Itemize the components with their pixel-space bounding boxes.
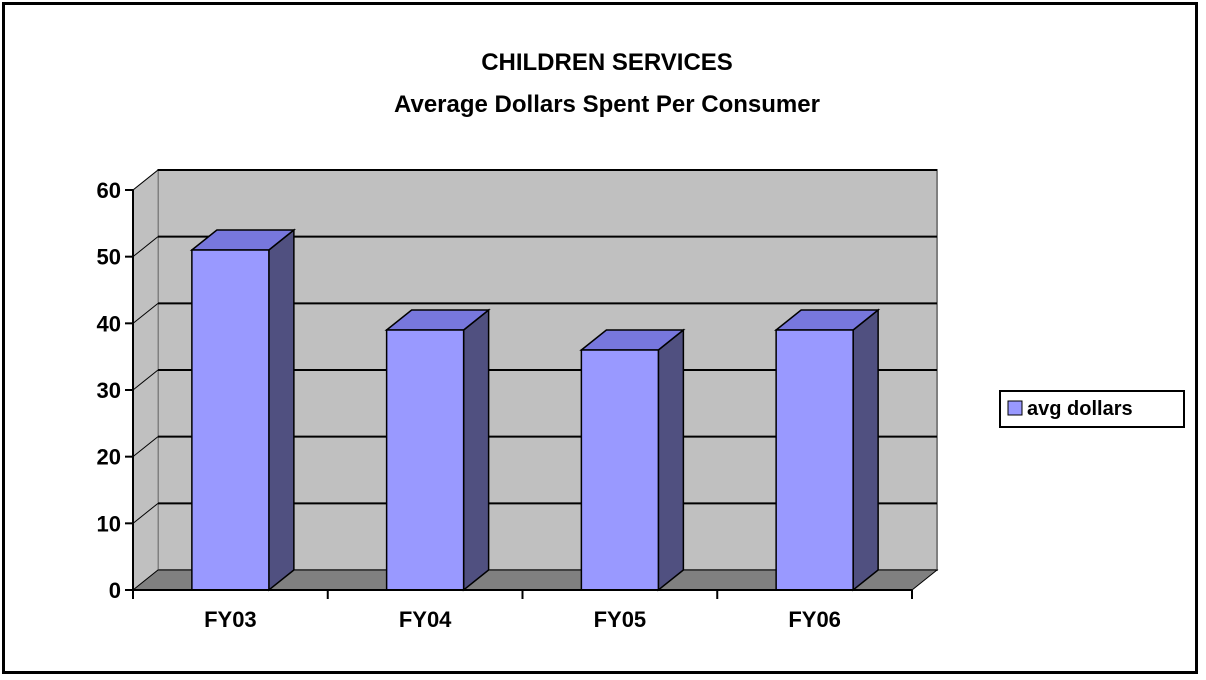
chart-subtitle: Average Dollars Spent Per Consumer <box>394 91 820 118</box>
bar-side <box>462 308 490 592</box>
y-tick-label: 60 <box>97 178 121 203</box>
legend: avg dollars <box>999 390 1185 428</box>
bar-fy06 <box>773 308 881 592</box>
x-tick-label: FY03 <box>204 607 257 632</box>
bar-front <box>191 249 270 591</box>
gridline-side <box>132 369 159 391</box>
bar-side <box>852 308 879 592</box>
legend-box <box>999 390 1185 428</box>
y-tick-label: 0 <box>109 578 121 603</box>
bars-layer <box>189 228 881 592</box>
bar-side <box>657 328 685 592</box>
x-tick-label: FY04 <box>399 607 452 632</box>
axes: FY03 FY04 FY05 FY06 0 10 20 30 40 50 60 <box>97 178 913 632</box>
bar-front <box>580 349 660 591</box>
y-tick-label: 50 <box>97 245 121 270</box>
bar-fy05 <box>579 328 686 592</box>
legend-swatch <box>1007 400 1023 416</box>
gridline-side <box>132 236 159 258</box>
y-tick-label: 40 <box>97 311 121 336</box>
gridline-side <box>132 169 159 191</box>
y-tick-label: 20 <box>97 445 121 470</box>
y-tick-label: 30 <box>97 378 121 403</box>
gridline-side <box>132 502 159 524</box>
bar-front <box>385 329 465 591</box>
bar-fy04 <box>384 308 491 592</box>
chart-title: CHILDREN SERVICES <box>481 49 733 76</box>
bar-front <box>775 329 854 591</box>
x-tick-label: FY06 <box>788 607 841 632</box>
gridline-side <box>132 302 159 324</box>
legend-label: avg dollars <box>1027 398 1133 420</box>
x-tick-label: FY05 <box>594 607 647 632</box>
y-tick-label: 10 <box>97 511 121 536</box>
bar-fy03 <box>189 228 297 592</box>
bar-side <box>268 228 295 592</box>
gridline-side <box>132 436 159 458</box>
